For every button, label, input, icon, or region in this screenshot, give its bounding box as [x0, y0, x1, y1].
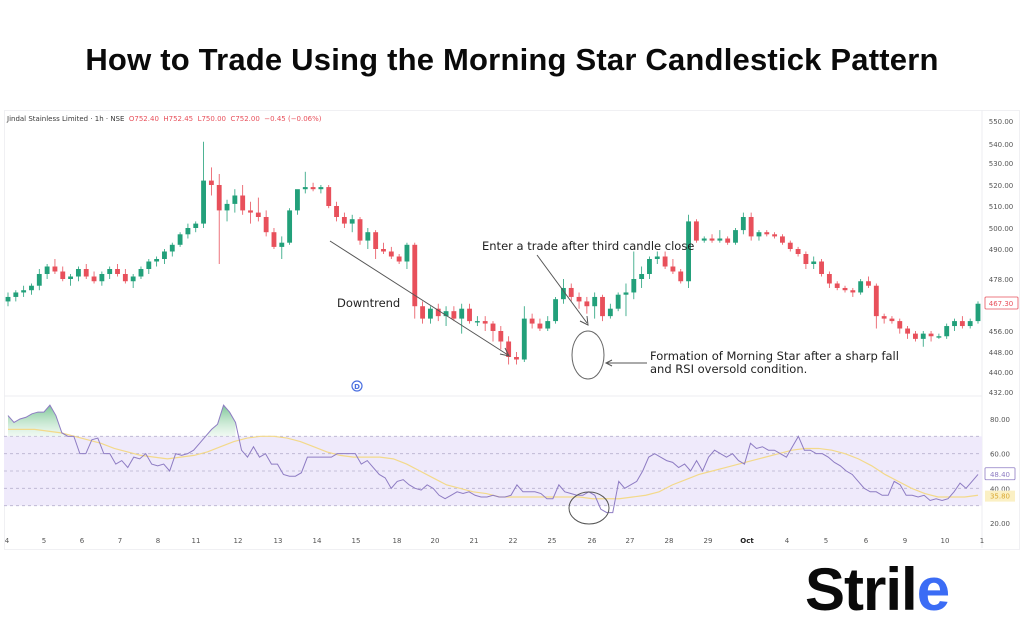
ohlc-change: −0.45 (−0.06%) [264, 115, 322, 123]
symbol-info-bar: Jindal Stainless Limited · 1h · NSE O752… [7, 115, 322, 123]
entry-label: Enter a trade after third candle close [482, 239, 695, 253]
page-title: How to Trade Using the Morning Star Cand… [85, 42, 939, 77]
price-candles [5, 141, 981, 365]
logo-accent-letter: e [916, 556, 950, 623]
svg-text:80.00: 80.00 [990, 416, 1010, 424]
svg-text:4: 4 [785, 537, 790, 545]
svg-text:1: 1 [980, 537, 984, 545]
svg-text:21: 21 [470, 537, 479, 545]
svg-text:490.00: 490.00 [989, 246, 1014, 254]
svg-text:Oct: Oct [740, 537, 754, 545]
svg-text:12: 12 [234, 537, 243, 545]
svg-text:48.40: 48.40 [990, 471, 1010, 479]
svg-text:60.00: 60.00 [990, 451, 1010, 459]
svg-text:25: 25 [548, 537, 557, 545]
formation-label-line2: and RSI oversold condition. [650, 362, 808, 376]
svg-text:6: 6 [864, 537, 869, 545]
svg-text:18: 18 [393, 537, 402, 545]
svg-text:540.00: 540.00 [989, 141, 1014, 149]
svg-text:5: 5 [42, 537, 46, 545]
svg-text:440.00: 440.00 [989, 369, 1014, 377]
symbol-name: Jindal Stainless Limited · 1h · NSE [7, 115, 125, 123]
svg-text:4: 4 [5, 537, 10, 545]
logo-text: Stril [805, 556, 918, 623]
strike-logo: Strile [805, 560, 950, 620]
svg-text:510.00: 510.00 [989, 203, 1014, 211]
ohlc-low: L750.00 [197, 115, 226, 123]
svg-text:6: 6 [80, 537, 85, 545]
svg-text:28: 28 [665, 537, 674, 545]
time-axis: 4 5 6 7 8 11 12 13 14 15 18 20 21 22 25 26 27 28 29 Oct 4 5 6 9… [5, 537, 984, 545]
ohlc-open: O752.40 [128, 115, 159, 123]
svg-text:35.80: 35.80 [990, 493, 1010, 501]
svg-text:22: 22 [509, 537, 518, 545]
svg-text:432.00: 432.00 [989, 389, 1014, 397]
ohlc-high: H752.45 [163, 115, 194, 123]
svg-text:20.00: 20.00 [990, 520, 1010, 528]
svg-text:530.00: 530.00 [989, 160, 1014, 168]
svg-text:11: 11 [192, 537, 201, 545]
svg-text:9: 9 [903, 537, 907, 545]
ohlc-close: C752.00 [230, 115, 260, 123]
svg-text:520.00: 520.00 [989, 182, 1014, 190]
price-axis: 550.00540.00530.00520.00510.00500.00490.… [4, 110, 1019, 548]
svg-text:467.30: 467.30 [989, 300, 1014, 308]
annotation-overlay: D [329, 240, 647, 525]
svg-text:500.00: 500.00 [989, 225, 1014, 233]
svg-text:13: 13 [274, 537, 283, 545]
svg-text:5: 5 [824, 537, 828, 545]
chart-frame [4, 110, 1020, 550]
svg-text:7: 7 [118, 537, 122, 545]
svg-text:D: D [354, 383, 360, 391]
svg-text:27: 27 [626, 537, 635, 545]
svg-text:26: 26 [588, 537, 597, 545]
svg-text:10: 10 [941, 537, 950, 545]
svg-text:20: 20 [431, 537, 440, 545]
svg-text:14: 14 [313, 537, 322, 545]
svg-text:550.00: 550.00 [989, 118, 1014, 126]
formation-label-line1: Formation of Morning Star after a sharp … [650, 349, 899, 363]
svg-text:448.00: 448.00 [989, 349, 1014, 357]
svg-text:15: 15 [352, 537, 361, 545]
svg-text:456.00: 456.00 [989, 328, 1014, 336]
svg-text:29: 29 [704, 537, 713, 545]
svg-text:40.00: 40.00 [990, 485, 1010, 493]
svg-text:8: 8 [156, 537, 160, 545]
svg-text:478.00: 478.00 [989, 276, 1014, 284]
downtrend-label: Downtrend [337, 296, 401, 310]
